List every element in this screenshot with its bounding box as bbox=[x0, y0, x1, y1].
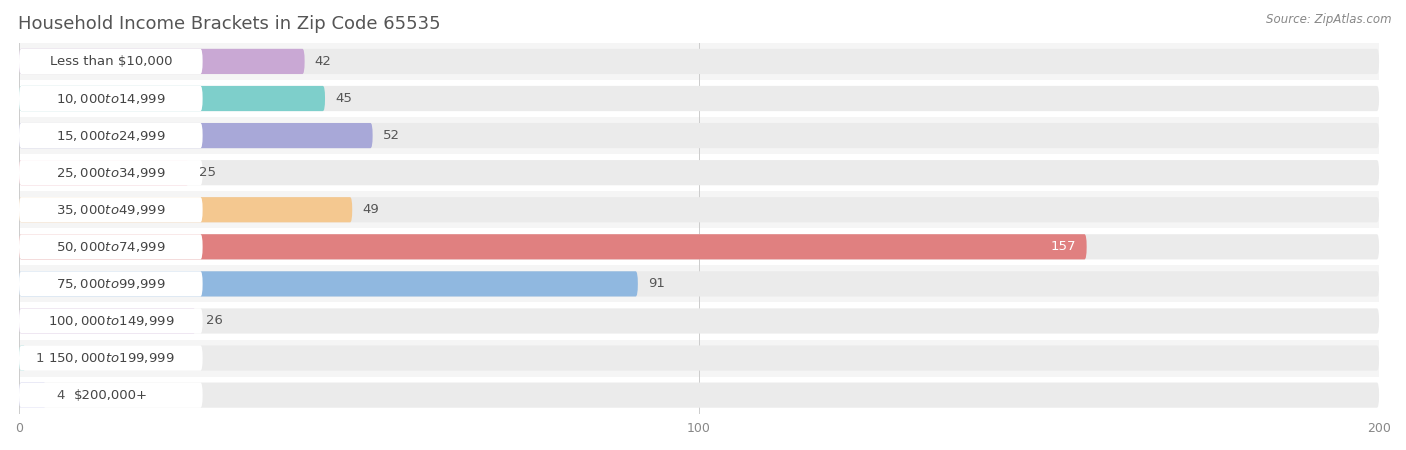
Text: 25: 25 bbox=[200, 166, 217, 179]
FancyBboxPatch shape bbox=[20, 308, 202, 333]
Text: 52: 52 bbox=[382, 129, 399, 142]
FancyBboxPatch shape bbox=[20, 346, 202, 371]
Text: $10,000 to $14,999: $10,000 to $14,999 bbox=[56, 91, 166, 105]
FancyBboxPatch shape bbox=[20, 382, 46, 408]
Text: Less than $10,000: Less than $10,000 bbox=[49, 55, 172, 68]
FancyBboxPatch shape bbox=[20, 197, 1379, 222]
Text: $25,000 to $34,999: $25,000 to $34,999 bbox=[56, 166, 166, 180]
Text: Household Income Brackets in Zip Code 65535: Household Income Brackets in Zip Code 65… bbox=[18, 15, 440, 33]
FancyBboxPatch shape bbox=[20, 86, 1379, 111]
FancyBboxPatch shape bbox=[20, 339, 1379, 377]
FancyBboxPatch shape bbox=[20, 191, 1379, 228]
FancyBboxPatch shape bbox=[20, 271, 638, 297]
FancyBboxPatch shape bbox=[20, 271, 1379, 297]
FancyBboxPatch shape bbox=[20, 123, 373, 148]
FancyBboxPatch shape bbox=[20, 86, 325, 111]
Text: 42: 42 bbox=[315, 55, 332, 68]
Text: $200,000+: $200,000+ bbox=[73, 389, 148, 402]
FancyBboxPatch shape bbox=[20, 43, 1379, 80]
FancyBboxPatch shape bbox=[20, 234, 1379, 259]
FancyBboxPatch shape bbox=[20, 86, 202, 111]
Text: $150,000 to $199,999: $150,000 to $199,999 bbox=[48, 351, 174, 365]
FancyBboxPatch shape bbox=[20, 377, 1379, 414]
FancyBboxPatch shape bbox=[20, 49, 305, 74]
FancyBboxPatch shape bbox=[20, 382, 202, 408]
Text: 1: 1 bbox=[37, 351, 45, 364]
Text: 45: 45 bbox=[335, 92, 352, 105]
Text: 157: 157 bbox=[1050, 240, 1077, 253]
Text: $35,000 to $49,999: $35,000 to $49,999 bbox=[56, 203, 166, 217]
FancyBboxPatch shape bbox=[20, 234, 1087, 259]
FancyBboxPatch shape bbox=[20, 123, 202, 148]
FancyBboxPatch shape bbox=[20, 160, 1379, 185]
FancyBboxPatch shape bbox=[20, 382, 1379, 408]
FancyBboxPatch shape bbox=[20, 346, 25, 371]
FancyBboxPatch shape bbox=[20, 154, 1379, 191]
FancyBboxPatch shape bbox=[20, 197, 202, 222]
FancyBboxPatch shape bbox=[20, 302, 1379, 339]
FancyBboxPatch shape bbox=[20, 49, 1379, 74]
Text: $100,000 to $149,999: $100,000 to $149,999 bbox=[48, 314, 174, 328]
FancyBboxPatch shape bbox=[20, 80, 1379, 117]
FancyBboxPatch shape bbox=[20, 123, 1379, 148]
FancyBboxPatch shape bbox=[20, 49, 202, 74]
Text: 4: 4 bbox=[56, 389, 65, 402]
Text: $75,000 to $99,999: $75,000 to $99,999 bbox=[56, 277, 166, 291]
FancyBboxPatch shape bbox=[20, 266, 1379, 302]
FancyBboxPatch shape bbox=[20, 308, 195, 333]
FancyBboxPatch shape bbox=[20, 228, 1379, 266]
FancyBboxPatch shape bbox=[20, 271, 202, 297]
Text: $15,000 to $24,999: $15,000 to $24,999 bbox=[56, 129, 166, 143]
FancyBboxPatch shape bbox=[20, 117, 1379, 154]
Text: $50,000 to $74,999: $50,000 to $74,999 bbox=[56, 240, 166, 254]
FancyBboxPatch shape bbox=[20, 234, 202, 259]
FancyBboxPatch shape bbox=[20, 160, 188, 185]
Text: 26: 26 bbox=[207, 315, 224, 328]
FancyBboxPatch shape bbox=[20, 160, 202, 185]
FancyBboxPatch shape bbox=[20, 346, 1379, 371]
Text: 91: 91 bbox=[648, 277, 665, 290]
Text: Source: ZipAtlas.com: Source: ZipAtlas.com bbox=[1267, 14, 1392, 27]
FancyBboxPatch shape bbox=[20, 308, 1379, 333]
FancyBboxPatch shape bbox=[20, 197, 353, 222]
Text: 49: 49 bbox=[363, 203, 380, 216]
